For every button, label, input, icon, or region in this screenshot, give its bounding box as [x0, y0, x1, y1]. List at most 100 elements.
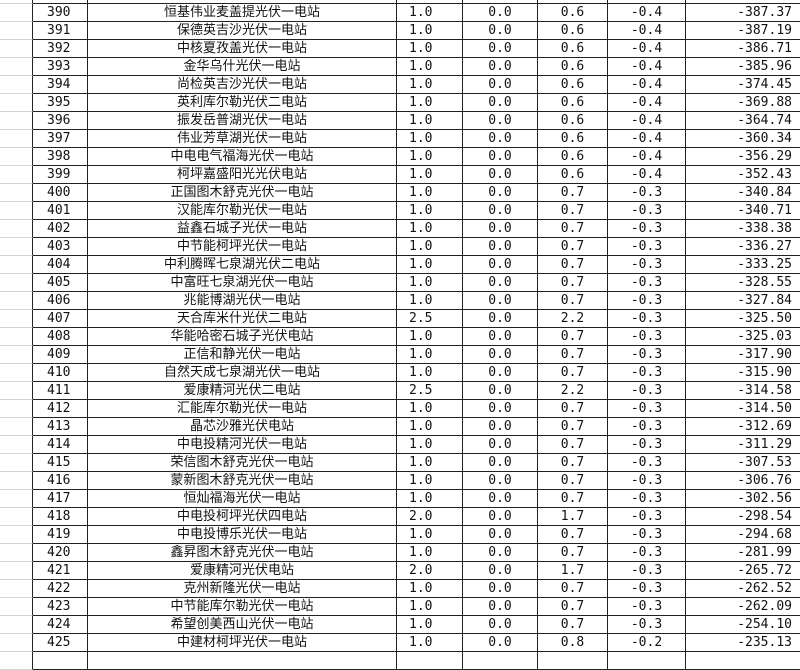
cell-a[interactable]: 1.0 — [397, 544, 463, 562]
cell-a[interactable]: 1.0 — [397, 346, 463, 364]
cell-b[interactable]: 0.0 — [463, 4, 538, 22]
cell-a[interactable]: 1.0 — [397, 22, 463, 40]
cell-name[interactable]: 汇能库尔勒光伏一电站 — [88, 400, 397, 418]
cell-name[interactable]: 英利库尔勒光伏二电站 — [88, 94, 397, 112]
cell-a[interactable] — [397, 652, 463, 670]
row-stub-cell[interactable] — [0, 130, 33, 148]
cell-name[interactable]: 汉能库尔勒光伏一电站 — [88, 202, 397, 220]
cell-a[interactable]: 1.0 — [397, 454, 463, 472]
row-stub-cell[interactable] — [0, 310, 33, 328]
cell-c[interactable]: 0.6 — [538, 22, 608, 40]
cell-name[interactable]: 爱康精河光伏二电站 — [88, 382, 397, 400]
cell-a[interactable]: 1.0 — [397, 40, 463, 58]
cell-b[interactable]: 0.0 — [463, 616, 538, 634]
cell-b[interactable]: 0.0 — [463, 130, 538, 148]
row-stub-cell[interactable] — [0, 292, 33, 310]
cell-c[interactable]: 0.7 — [538, 418, 608, 436]
cell-c[interactable]: 1.7 — [538, 508, 608, 526]
cell-name[interactable]: 中利腾晖七泉湖光伏二电站 — [88, 256, 397, 274]
cell-name[interactable]: 中富旺七泉湖光伏一电站 — [88, 274, 397, 292]
cell-index[interactable]: 394 — [33, 76, 88, 94]
cell-index[interactable]: 397 — [33, 130, 88, 148]
cell-c[interactable]: 0.7 — [538, 616, 608, 634]
row-stub-cell[interactable] — [0, 544, 33, 562]
cell-e[interactable]: -317.90 — [686, 346, 800, 364]
cell-a[interactable]: 1.0 — [397, 58, 463, 76]
cell-a[interactable]: 1.0 — [397, 400, 463, 418]
cell-e[interactable]: -298.54 — [686, 508, 800, 526]
cell-e[interactable]: -262.52 — [686, 580, 800, 598]
cell-e[interactable]: -385.96 — [686, 58, 800, 76]
cell-c[interactable]: 2.2 — [538, 382, 608, 400]
cell-c[interactable]: 0.7 — [538, 364, 608, 382]
cell-name[interactable]: 尚检英吉沙光伏一电站 — [88, 76, 397, 94]
row-stub-cell[interactable] — [0, 76, 33, 94]
cell-d[interactable]: -0.3 — [608, 238, 686, 256]
cell-e[interactable]: -307.53 — [686, 454, 800, 472]
cell-a[interactable]: 1.0 — [397, 490, 463, 508]
cell-c[interactable]: 0.7 — [538, 256, 608, 274]
cell-name[interactable]: 蒙新图木舒克光伏一电站 — [88, 472, 397, 490]
cell-d[interactable]: -0.4 — [608, 112, 686, 130]
cell-e[interactable]: -340.84 — [686, 184, 800, 202]
row-stub-cell[interactable] — [0, 472, 33, 490]
cell-d[interactable]: -0.3 — [608, 472, 686, 490]
row-stub-cell[interactable] — [0, 508, 33, 526]
cell-e[interactable]: -235.13 — [686, 634, 800, 652]
cell-d[interactable] — [608, 652, 686, 670]
row-stub-cell[interactable] — [0, 22, 33, 40]
cell-index[interactable]: 392 — [33, 40, 88, 58]
cell-c[interactable]: 0.6 — [538, 166, 608, 184]
cell-name[interactable]: 兆能博湖光伏一电站 — [88, 292, 397, 310]
cell-index[interactable] — [33, 0, 88, 4]
cell-c[interactable]: 0.6 — [538, 4, 608, 22]
cell-e[interactable]: -328.55 — [686, 274, 800, 292]
cell-index[interactable]: 398 — [33, 148, 88, 166]
cell-name[interactable]: 华能哈密石城子光伏电站 — [88, 328, 397, 346]
cell-e[interactable]: -315.90 — [686, 364, 800, 382]
cell-c[interactable]: 0.7 — [538, 220, 608, 238]
cell-name[interactable]: 天合库米什光伏二电站 — [88, 310, 397, 328]
row-stub-cell[interactable] — [0, 112, 33, 130]
cell-d[interactable]: -0.4 — [608, 94, 686, 112]
cell-index[interactable]: 396 — [33, 112, 88, 130]
cell-b[interactable]: 0.0 — [463, 346, 538, 364]
cell-index[interactable]: 409 — [33, 346, 88, 364]
cell-d[interactable]: -0.3 — [608, 202, 686, 220]
cell-name[interactable]: 中节能库尔勒光伏一电站 — [88, 598, 397, 616]
cell-c[interactable]: 0.6 — [538, 76, 608, 94]
cell-e[interactable]: -302.56 — [686, 490, 800, 508]
cell-a[interactable]: 1.0 — [397, 364, 463, 382]
cell-b[interactable]: 0.0 — [463, 364, 538, 382]
cell-e[interactable]: -333.25 — [686, 256, 800, 274]
cell-index[interactable]: 393 — [33, 58, 88, 76]
cell-e[interactable]: -314.58 — [686, 382, 800, 400]
cell-b[interactable]: 0.0 — [463, 634, 538, 652]
cell-d[interactable]: -0.3 — [608, 328, 686, 346]
cell-b[interactable]: 0.0 — [463, 148, 538, 166]
cell-d[interactable]: -0.3 — [608, 292, 686, 310]
row-stub-cell[interactable] — [0, 598, 33, 616]
cell-d[interactable]: -0.3 — [608, 310, 686, 328]
cell-index[interactable]: 408 — [33, 328, 88, 346]
cell-a[interactable]: 1.0 — [397, 184, 463, 202]
row-stub-cell[interactable] — [0, 526, 33, 544]
cell-c[interactable]: 0.7 — [538, 526, 608, 544]
row-stub-cell[interactable] — [0, 148, 33, 166]
cell-b[interactable]: 0.0 — [463, 508, 538, 526]
cell-c[interactable]: 2.2 — [538, 310, 608, 328]
row-stub-cell[interactable] — [0, 652, 33, 670]
cell-a[interactable]: 2.0 — [397, 508, 463, 526]
cell-d[interactable]: -0.3 — [608, 508, 686, 526]
cell-b[interactable]: 0.0 — [463, 526, 538, 544]
cell-b[interactable]: 0.0 — [463, 544, 538, 562]
cell-index[interactable]: 399 — [33, 166, 88, 184]
cell-a[interactable]: 1.0 — [397, 292, 463, 310]
cell-b[interactable]: 0.0 — [463, 490, 538, 508]
cell-index[interactable]: 420 — [33, 544, 88, 562]
cell-c[interactable]: 0.7 — [538, 400, 608, 418]
cell-e[interactable]: -281.99 — [686, 544, 800, 562]
cell-index[interactable]: 417 — [33, 490, 88, 508]
cell-d[interactable]: -0.3 — [608, 598, 686, 616]
cell-a[interactable]: 1.0 — [397, 418, 463, 436]
